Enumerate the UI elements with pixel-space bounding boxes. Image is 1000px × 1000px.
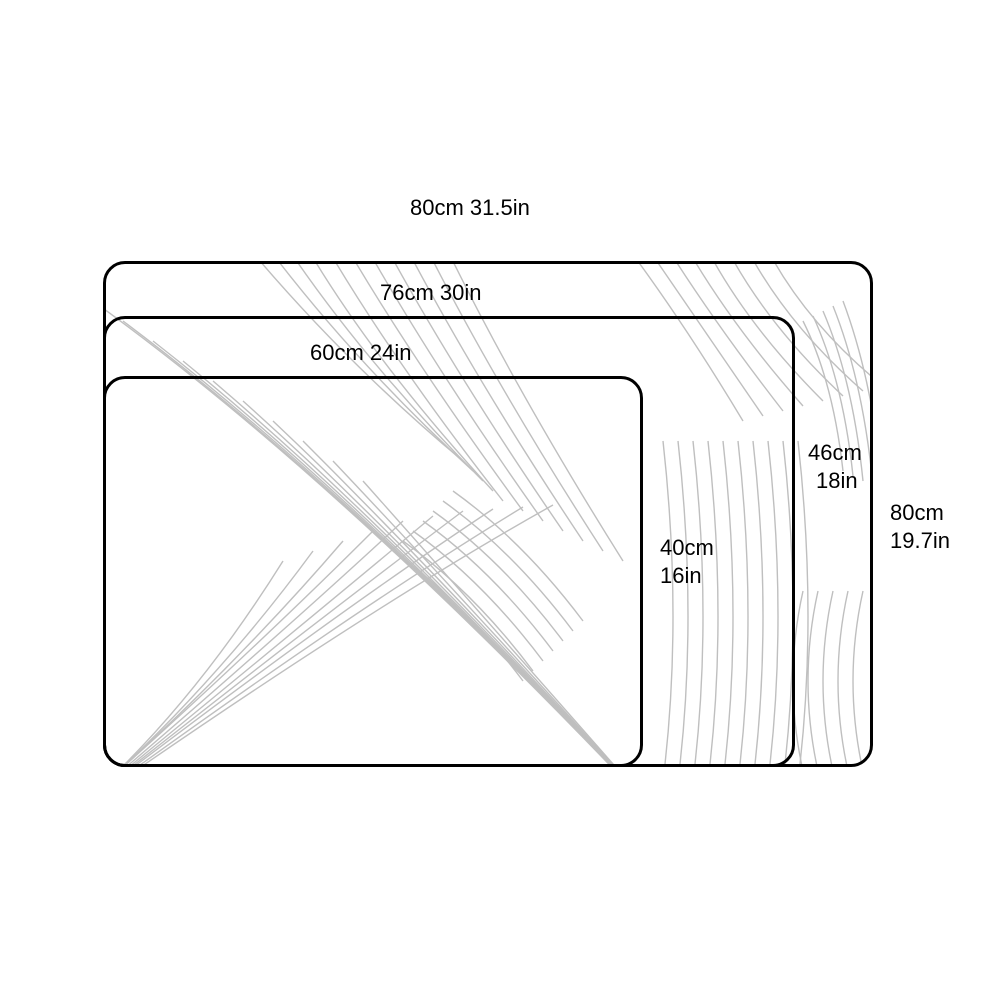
outer-height-cm-label: 80cm <box>890 500 944 526</box>
inner-rect <box>103 376 643 767</box>
inner-height-cm-label: 40cm <box>660 535 714 561</box>
outer-height-in-label: 19.7in <box>890 528 950 554</box>
middle-height-in-label: 18in <box>816 468 858 494</box>
middle-height-cm-label: 46cm <box>808 440 862 466</box>
outer-width-label: 80cm 31.5in <box>410 195 530 221</box>
inner-width-label: 60cm 24in <box>310 340 412 366</box>
diagram-canvas: 80cm 31.5in 76cm 30in 60cm 24in 40cm 16i… <box>0 0 1000 1000</box>
middle-width-label: 76cm 30in <box>380 280 482 306</box>
inner-height-in-label: 16in <box>660 563 702 589</box>
